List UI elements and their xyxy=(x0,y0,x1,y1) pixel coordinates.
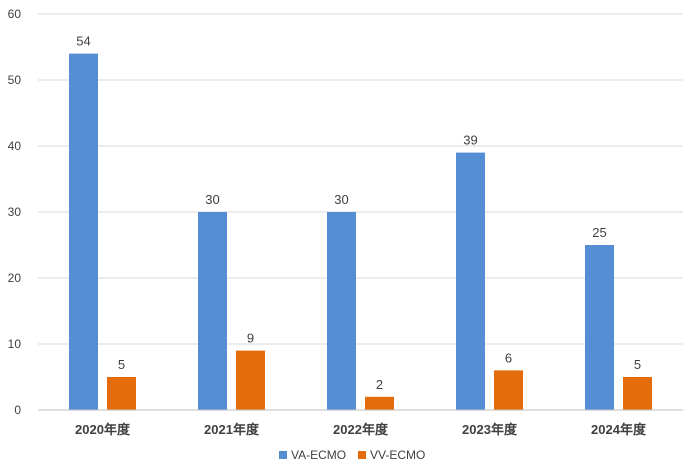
bar-va-ecmo-1 xyxy=(198,212,227,410)
data-label: 5 xyxy=(118,357,125,372)
data-label: 5 xyxy=(634,357,641,372)
x-tick-label: 2021年度 xyxy=(204,422,260,437)
legend-label-va-ecmo: VA-ECMO xyxy=(291,448,346,462)
bar-va-ecmo-3 xyxy=(456,152,485,410)
bar-vv-ecmo-4 xyxy=(623,377,652,410)
data-label: 54 xyxy=(76,34,90,49)
y-axis-ticks: 0 10 20 30 40 50 60 xyxy=(8,7,22,417)
data-label: 30 xyxy=(205,192,219,207)
bar-va-ecmo-0 xyxy=(69,53,98,410)
data-label: 39 xyxy=(463,133,477,148)
data-label: 25 xyxy=(592,225,606,240)
gridlines xyxy=(38,13,683,345)
y-tick-label: 40 xyxy=(8,139,22,153)
x-tick-label: 2022年度 xyxy=(333,422,389,437)
x-axis-ticks: 2020年度 2021年度 2022年度 2023年度 2024年度 xyxy=(75,422,647,437)
data-label: 9 xyxy=(247,331,254,346)
x-tick-label: 2020年度 xyxy=(75,422,131,437)
legend-swatch-vv-ecmo xyxy=(358,451,366,459)
y-tick-label: 60 xyxy=(8,7,22,21)
y-tick-label: 10 xyxy=(8,337,22,351)
x-tick-label: 2023年度 xyxy=(462,422,518,437)
y-tick-label: 30 xyxy=(8,205,22,219)
data-label: 2 xyxy=(376,377,383,392)
bar-vv-ecmo-2 xyxy=(365,396,394,410)
data-label: 6 xyxy=(505,350,512,365)
legend-swatch-va-ecmo xyxy=(279,451,287,459)
y-tick-label: 0 xyxy=(14,403,21,417)
bar-va-ecmo-4 xyxy=(585,245,614,410)
bars xyxy=(69,53,652,410)
data-label: 30 xyxy=(334,192,348,207)
y-tick-label: 50 xyxy=(8,73,22,87)
bar-va-ecmo-2 xyxy=(327,212,356,410)
data-labels: 54 5 30 9 30 2 39 6 25 5 xyxy=(76,34,641,392)
bar-vv-ecmo-1 xyxy=(236,350,265,410)
y-tick-label: 20 xyxy=(8,271,22,285)
legend-label-vv-ecmo: VV-ECMO xyxy=(370,448,425,462)
legend: VA-ECMO VV-ECMO xyxy=(279,448,425,462)
x-tick-label: 2024年度 xyxy=(591,422,647,437)
bar-vv-ecmo-0 xyxy=(107,377,136,410)
bar-vv-ecmo-3 xyxy=(494,370,523,410)
